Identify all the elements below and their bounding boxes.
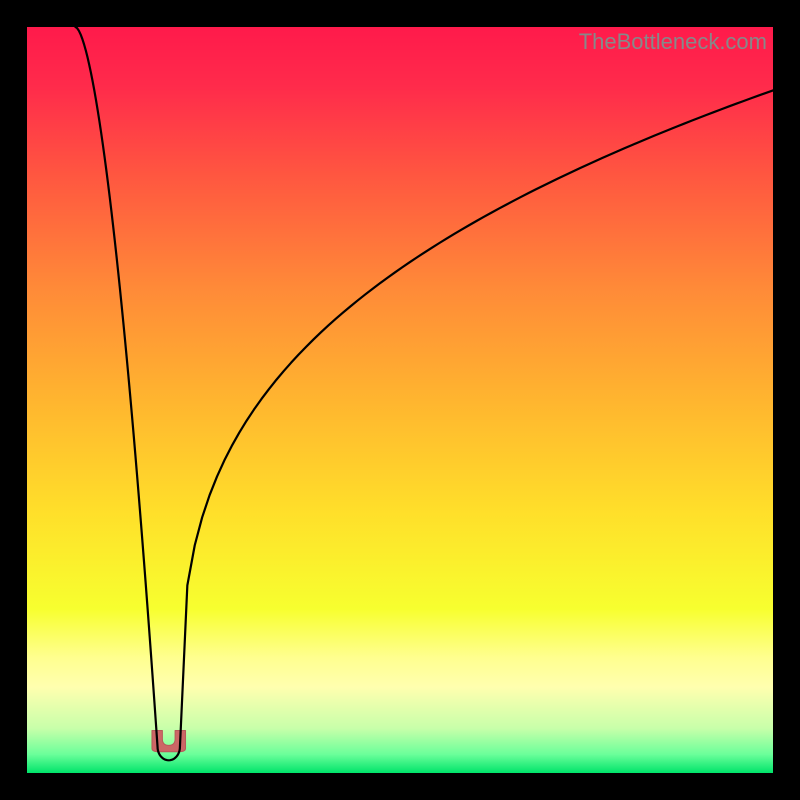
plot-area	[27, 27, 773, 773]
plot-svg	[27, 27, 773, 773]
gradient-background	[27, 27, 773, 773]
watermark-text: TheBottleneck.com	[579, 29, 767, 55]
